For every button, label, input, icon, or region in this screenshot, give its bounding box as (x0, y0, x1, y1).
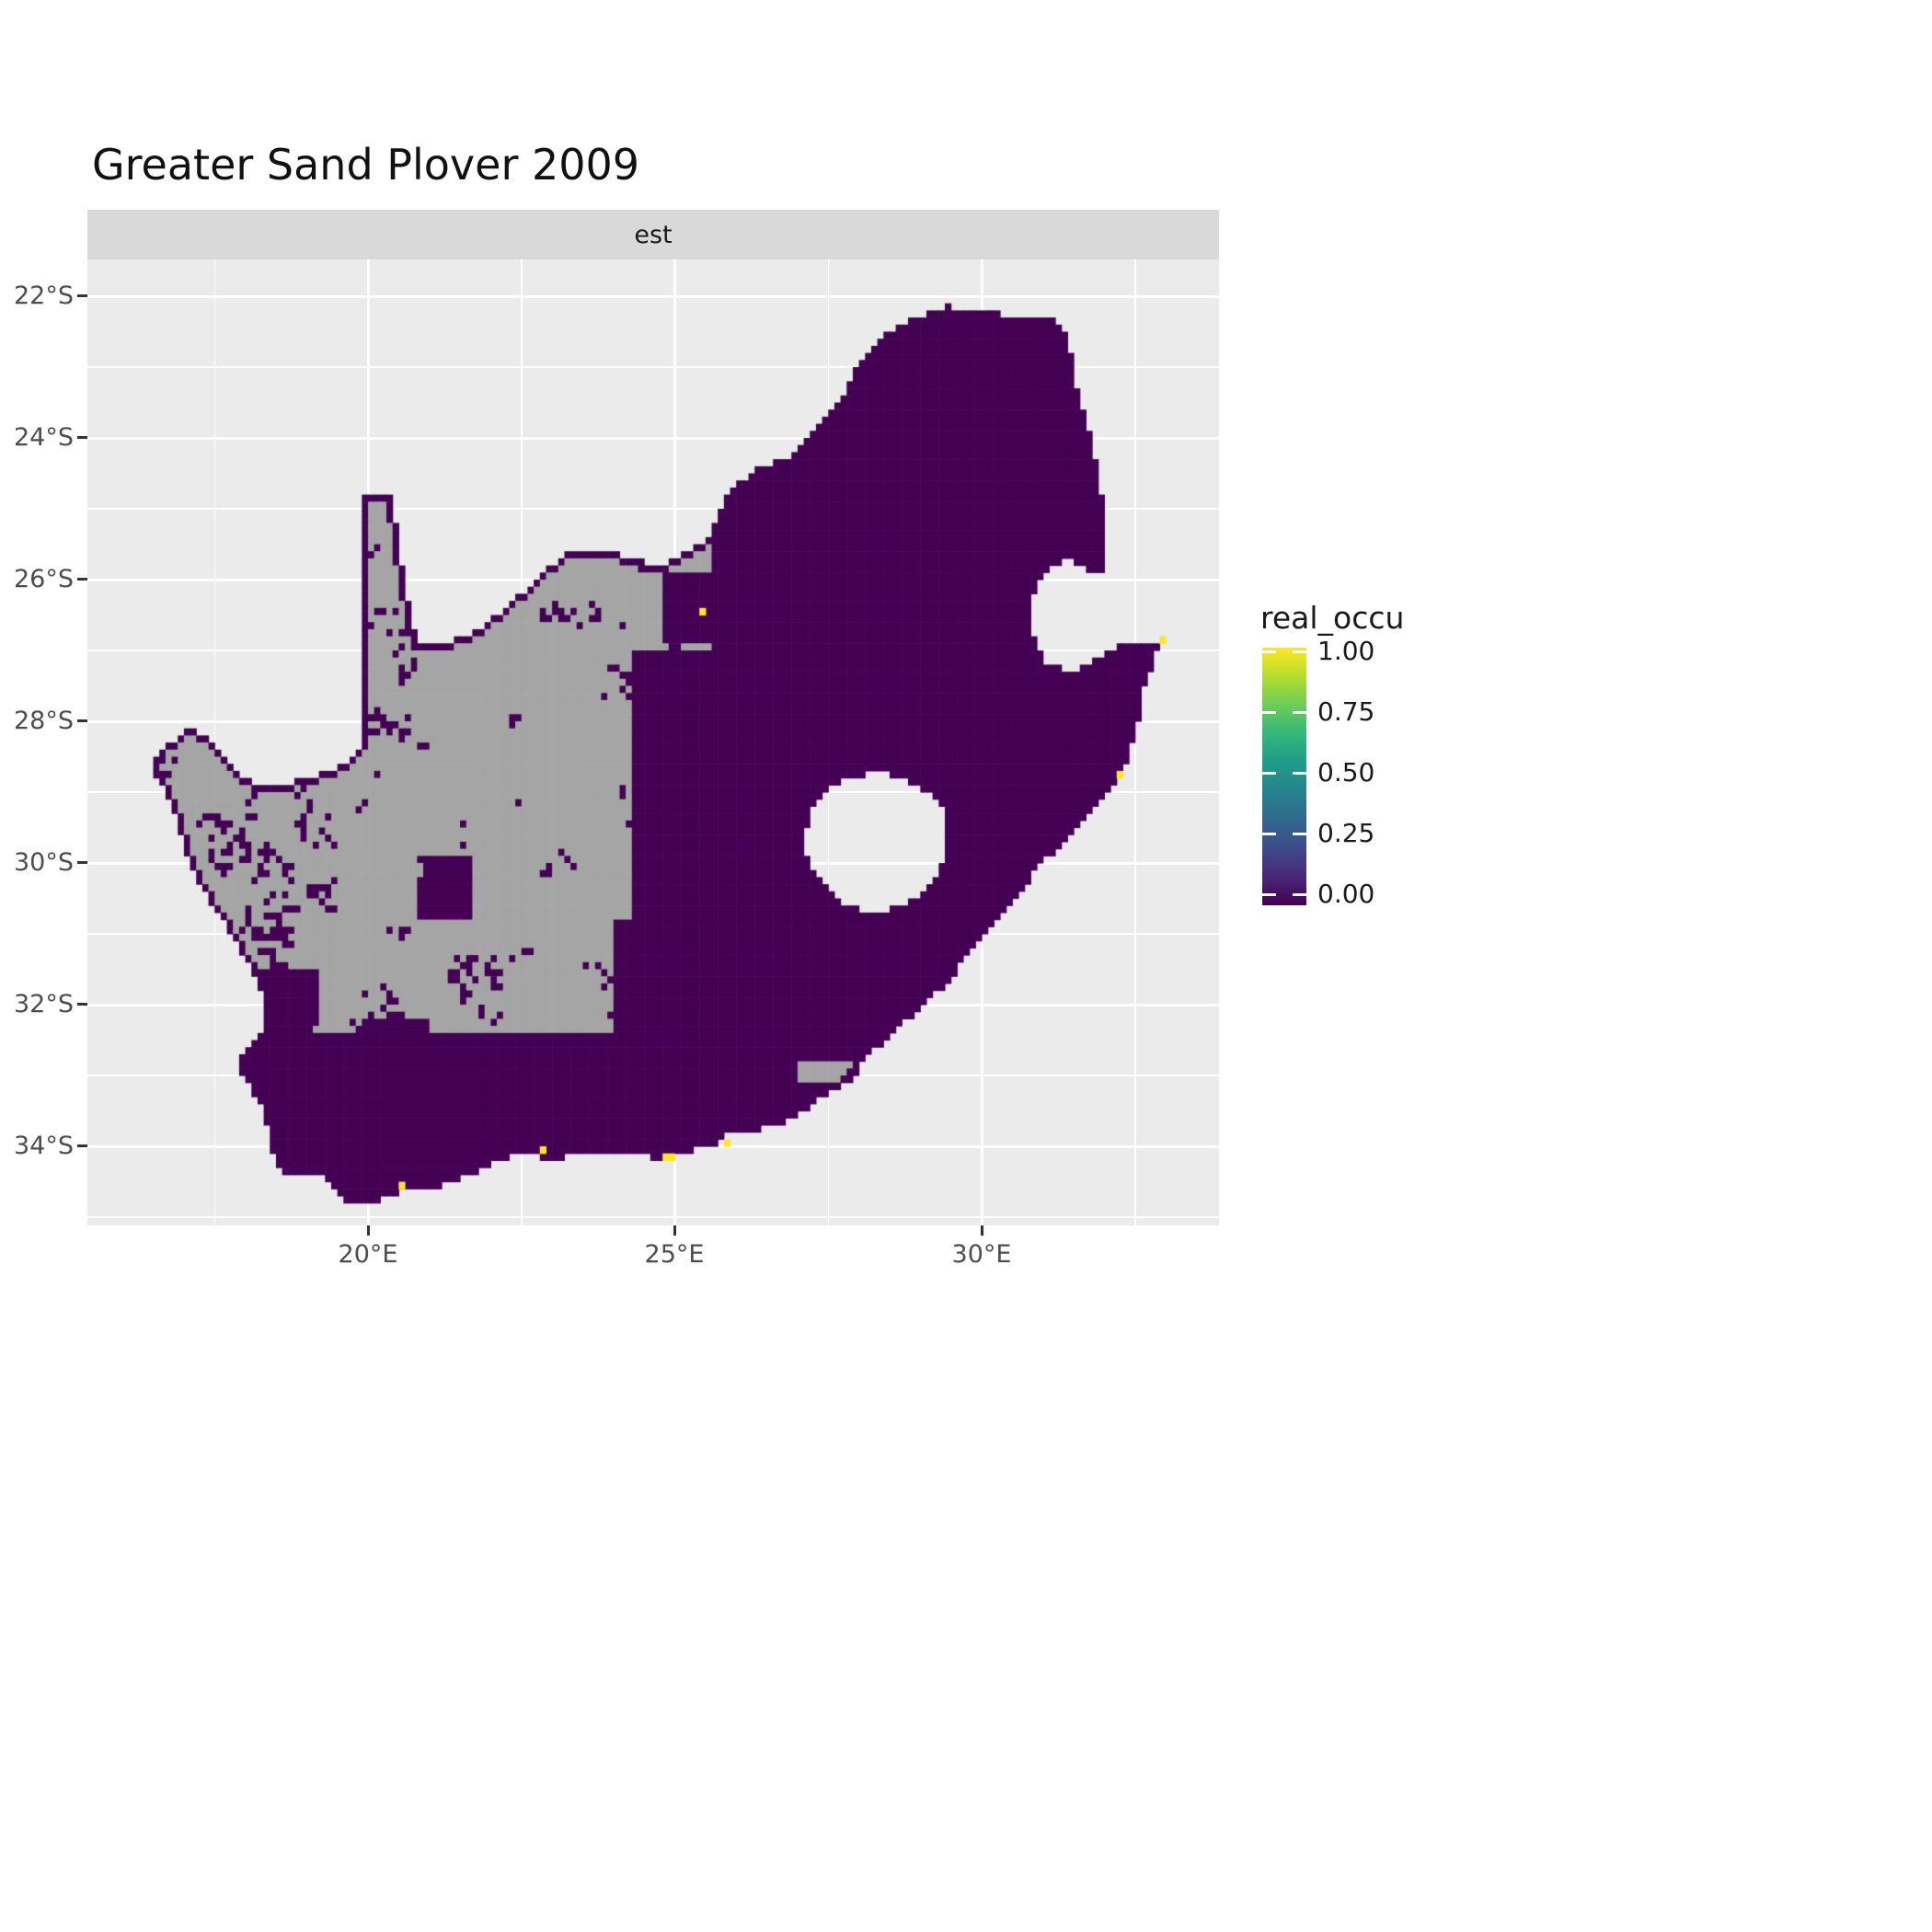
y-axis-label: 32°S (14, 990, 74, 1018)
y-axis-label: 30°S (14, 848, 74, 877)
legend-tick-mark (1293, 892, 1306, 896)
x-tick-mark (673, 1225, 676, 1236)
legend-tick-mark (1293, 832, 1306, 835)
y-axis-label: 26°S (14, 565, 74, 593)
y-axis-label: 22°S (14, 282, 74, 310)
map-canvas (87, 259, 1219, 1225)
plot-title: Greater Sand Plover 2009 (92, 140, 640, 190)
legend-label: 0.25 (1317, 818, 1375, 848)
legend-tick-mark (1262, 650, 1276, 653)
facet-strip: est (87, 210, 1219, 259)
legend-label: 1.00 (1317, 636, 1375, 666)
legend-tick-mark (1293, 650, 1306, 653)
x-axis-label: 30°E (951, 1240, 1012, 1269)
y-tick-mark (77, 1144, 87, 1147)
legend-tick-mark (1293, 771, 1306, 775)
plot-panel (87, 259, 1219, 1225)
legend-label: 0.75 (1317, 696, 1375, 727)
legend-tick-mark (1293, 710, 1306, 714)
legend-tick-mark (1262, 710, 1276, 714)
y-axis-label: 34°S (14, 1132, 74, 1160)
y-tick-mark (77, 294, 87, 297)
legend-label: 0.50 (1317, 757, 1375, 788)
y-tick-mark (77, 578, 87, 581)
legend-title: real_occu (1260, 600, 1405, 636)
y-tick-mark (77, 436, 87, 439)
x-tick-mark (981, 1225, 983, 1236)
y-tick-mark (77, 719, 87, 722)
y-axis-label: 24°S (14, 423, 74, 452)
x-axis-label: 20°E (338, 1240, 398, 1269)
x-tick-mark (367, 1225, 370, 1236)
x-axis-label: 25°E (644, 1240, 705, 1269)
y-tick-mark (77, 1003, 87, 1006)
facet-label: est (634, 220, 673, 249)
y-axis-label: 28°S (14, 707, 74, 735)
legend-tick-mark (1262, 892, 1276, 896)
legend-colorbar (1262, 648, 1306, 905)
legend-tick-mark (1262, 771, 1276, 775)
legend-tick-mark (1262, 832, 1276, 835)
legend-label: 0.00 (1317, 879, 1375, 909)
y-tick-mark (77, 861, 87, 864)
